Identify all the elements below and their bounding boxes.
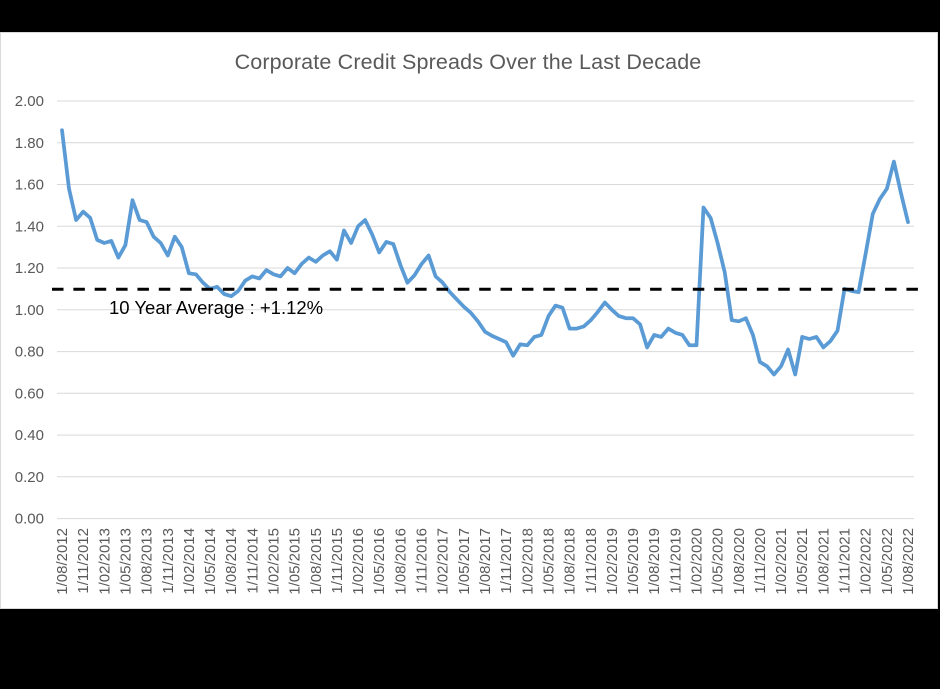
svg-text:Corporate Credit Spreads Over: Corporate Credit Spreads Over the Last D… — [235, 50, 702, 74]
svg-text:1/08/2013: 1/08/2013 — [139, 528, 156, 595]
svg-text:1/02/2022: 1/02/2022 — [858, 528, 875, 595]
svg-text:0.60: 0.60 — [15, 385, 44, 402]
svg-text:1/05/2017: 1/05/2017 — [456, 528, 473, 595]
svg-text:1/08/2014: 1/08/2014 — [223, 528, 240, 595]
svg-text:1/05/2019: 1/05/2019 — [625, 528, 642, 595]
svg-text:1/08/2012: 1/08/2012 — [54, 528, 71, 595]
svg-text:1/11/2014: 1/11/2014 — [244, 528, 261, 594]
svg-text:1/08/2022: 1/08/2022 — [900, 528, 917, 595]
svg-text:1.40: 1.40 — [15, 218, 44, 235]
svg-text:1/05/2013: 1/05/2013 — [117, 528, 134, 595]
svg-text:1/11/2017: 1/11/2017 — [498, 528, 515, 594]
svg-text:1/02/2019: 1/02/2019 — [604, 528, 621, 595]
svg-text:1/11/2012: 1/11/2012 — [75, 528, 92, 594]
svg-text:1/02/2015: 1/02/2015 — [266, 528, 283, 595]
svg-text:1.20: 1.20 — [15, 260, 44, 277]
svg-text:0.20: 0.20 — [15, 469, 44, 486]
svg-text:1/02/2014: 1/02/2014 — [181, 528, 198, 595]
svg-text:1/08/2018: 1/08/2018 — [562, 528, 579, 595]
svg-text:1/08/2020: 1/08/2020 — [731, 528, 748, 595]
svg-text:1/08/2021: 1/08/2021 — [815, 528, 832, 595]
svg-text:1/02/2020: 1/02/2020 — [689, 528, 706, 595]
svg-text:1/05/2016: 1/05/2016 — [371, 528, 388, 595]
svg-text:1/08/2017: 1/08/2017 — [477, 528, 494, 595]
svg-text:1/11/2015: 1/11/2015 — [329, 528, 346, 594]
svg-text:1/11/2018: 1/11/2018 — [583, 528, 600, 594]
svg-text:1/02/2016: 1/02/2016 — [350, 528, 367, 595]
svg-text:0.40: 0.40 — [15, 427, 44, 444]
svg-text:1.80: 1.80 — [15, 135, 44, 152]
svg-text:1/05/2020: 1/05/2020 — [710, 528, 727, 595]
svg-text:1/08/2019: 1/08/2019 — [646, 528, 663, 595]
svg-text:0.00: 0.00 — [15, 511, 44, 528]
svg-text:1.00: 1.00 — [15, 302, 44, 319]
svg-text:1/05/2015: 1/05/2015 — [287, 528, 304, 595]
svg-text:1/11/2019: 1/11/2019 — [667, 528, 684, 594]
svg-text:1/11/2021: 1/11/2021 — [837, 528, 854, 594]
svg-text:1/11/2013: 1/11/2013 — [160, 528, 177, 594]
svg-text:1/02/2021: 1/02/2021 — [773, 528, 790, 595]
svg-text:1/02/2017: 1/02/2017 — [435, 528, 452, 595]
svg-text:1/05/2018: 1/05/2018 — [541, 528, 558, 595]
svg-text:0.80: 0.80 — [15, 344, 44, 361]
svg-text:1/08/2015: 1/08/2015 — [308, 528, 325, 595]
svg-text:2.00: 2.00 — [15, 93, 44, 110]
svg-text:1/02/2018: 1/02/2018 — [519, 528, 536, 595]
svg-text:1/05/2021: 1/05/2021 — [794, 528, 811, 595]
svg-text:1/11/2016: 1/11/2016 — [414, 528, 431, 594]
svg-text:1/08/2016: 1/08/2016 — [392, 528, 409, 595]
svg-text:1/11/2020: 1/11/2020 — [752, 528, 769, 594]
svg-text:1/05/2014: 1/05/2014 — [202, 528, 219, 595]
svg-text:10 Year Average : +1.12%: 10 Year Average : +1.12% — [109, 297, 323, 318]
svg-text:1.60: 1.60 — [15, 176, 44, 193]
svg-text:1/05/2022: 1/05/2022 — [879, 528, 896, 595]
svg-text:1/02/2013: 1/02/2013 — [96, 528, 113, 595]
